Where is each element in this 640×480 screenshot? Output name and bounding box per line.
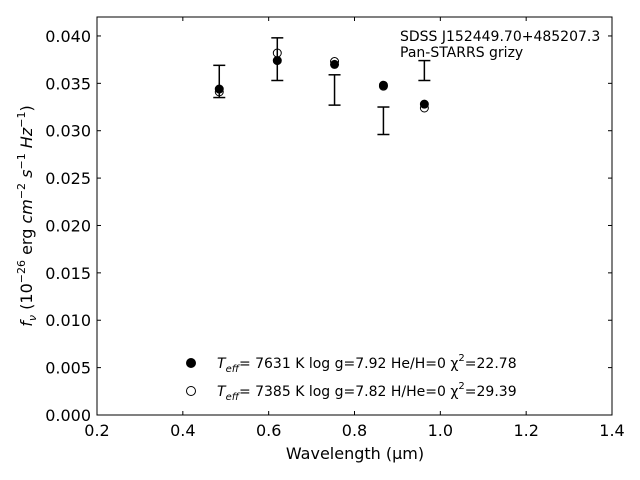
x-axis-title: Wavelength (μm)	[286, 444, 424, 463]
y-tick-label: 0.005	[45, 359, 91, 378]
legend: Teff= 7631 K log g=7.92 He/H=0 χ2=22.78 …	[186, 353, 517, 403]
x-tick-label: 1.4	[599, 421, 624, 440]
filled-marker	[272, 56, 282, 66]
y-tick-label: 0.025	[45, 169, 91, 188]
error-bar	[418, 59, 431, 82]
y-tick-label: 0.020	[45, 216, 91, 235]
svg-text:fν (10−26 erg cm−2 s−1 Hz−1): fν (10−26 erg cm−2 s−1 Hz−1)	[15, 105, 39, 326]
error-bar	[377, 106, 390, 136]
y-tick-label: 0.040	[45, 27, 91, 46]
object-name: SDSS J152449.70+485207.3	[400, 29, 600, 45]
open-marker	[419, 103, 429, 113]
x-axis-ticks: 0.2 0.4 0.6 0.8 1.0 1.2 1.4	[84, 17, 625, 440]
y-tick-label: 0.030	[45, 122, 91, 141]
filled-marker	[214, 84, 224, 94]
x-tick-label: 1.2	[513, 421, 538, 440]
y-axis-title: fν (10−26 erg cm−2 s−1 Hz−1)	[15, 105, 39, 326]
y-tick-label: 0.035	[45, 74, 91, 93]
open-marker	[214, 87, 224, 97]
error-bar	[328, 74, 341, 106]
x-tick-label: 0.6	[256, 421, 281, 440]
y-tick-label: 0.000	[45, 406, 91, 425]
model-markers	[214, 48, 429, 113]
x-tick-label: 1.0	[428, 421, 453, 440]
open-marker	[330, 57, 340, 67]
x-tick-label: 0.8	[342, 421, 367, 440]
photometry-system: Pan-STARRS grizy	[400, 45, 523, 61]
open-marker	[272, 48, 282, 58]
filled-marker	[330, 59, 340, 69]
legend-label-open: Teff= 7385 K log g=7.82 H/He=0 χ2=29.39	[217, 381, 517, 403]
y-axis-ticks: 0.000 0.005 0.010 0.015 0.020 0.025 0.030 0.035…	[45, 27, 612, 425]
legend-marker-filled	[186, 358, 196, 368]
legend-label-filled: Teff= 7631 K log g=7.92 He/H=0 χ2=22.78	[217, 353, 517, 375]
y-tick-label: 0.015	[45, 264, 91, 283]
x-tick-label: 0.2	[84, 421, 109, 440]
legend-marker-open	[186, 386, 196, 396]
y-tick-label: 0.010	[45, 311, 91, 330]
observed-error-bars	[213, 37, 431, 136]
x-tick-label: 0.4	[170, 421, 195, 440]
open-marker	[378, 81, 388, 91]
